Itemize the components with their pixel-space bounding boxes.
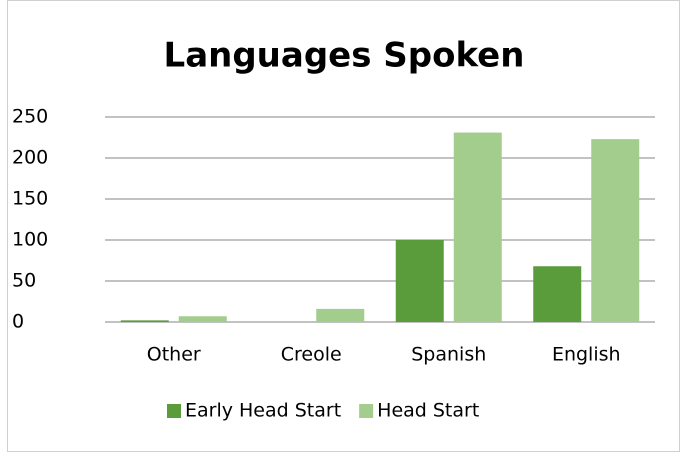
y-tick-label: 150	[12, 188, 48, 210]
bar	[316, 308, 365, 322]
legend-swatch	[167, 404, 181, 418]
bar	[533, 266, 582, 322]
x-tick-label: Spanish	[411, 344, 486, 366]
legend-label: Early Head Start	[185, 400, 341, 422]
y-tick-label: 50	[12, 270, 36, 292]
x-tick-label: English	[552, 344, 621, 366]
y-tick-label: 0	[12, 311, 24, 333]
y-tick-label: 200	[12, 147, 48, 169]
y-tick-label: 100	[12, 229, 48, 251]
chart-frame	[7, 0, 680, 452]
legend-label: Head Start	[377, 400, 479, 422]
bar	[453, 132, 502, 322]
bar	[120, 320, 169, 322]
legend-swatch	[359, 404, 374, 418]
chart-title: Languages Spoken	[164, 36, 525, 76]
bar	[178, 316, 227, 322]
y-tick-label: 250	[12, 106, 48, 128]
x-tick-label: Creole	[281, 344, 342, 366]
bar	[591, 139, 640, 322]
x-tick-label: Other	[147, 344, 201, 366]
bar	[395, 240, 444, 322]
